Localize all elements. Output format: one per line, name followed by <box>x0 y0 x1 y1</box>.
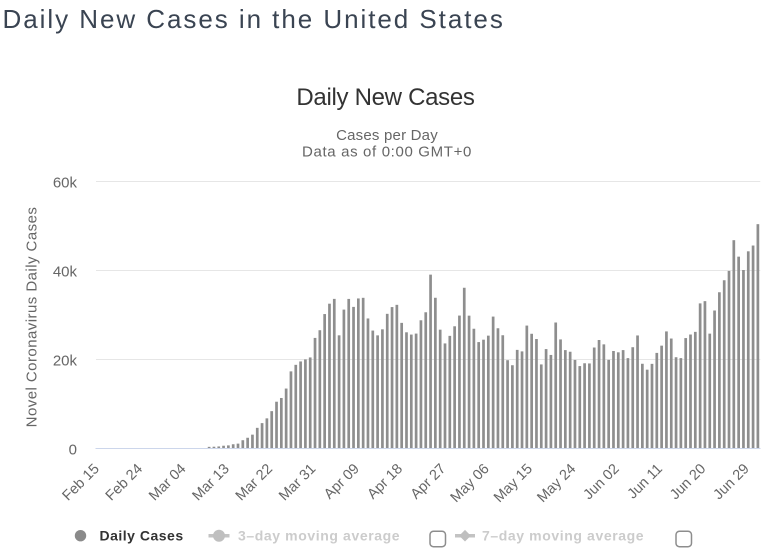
svg-text:20k: 20k <box>53 353 78 370</box>
svg-text:Daily New Cases in the United: Daily New Cases in the United States <box>3 4 505 34</box>
svg-text:3–day moving average: 3–day moving average <box>238 527 400 543</box>
svg-text:0: 0 <box>69 442 77 459</box>
svg-text:Daily Cases: Daily Cases <box>100 527 184 543</box>
svg-text:60k: 60k <box>53 175 78 192</box>
svg-text:7–day moving average: 7–day moving average <box>482 527 644 543</box>
svg-text:40k: 40k <box>53 264 78 281</box>
svg-text:Cases per Day: Cases per Day <box>336 127 438 144</box>
svg-text:Novel Coronavirus Daily Cases: Novel Coronavirus Daily Cases <box>24 207 41 428</box>
svg-text:Data as of 0:00 GMT+0: Data as of 0:00 GMT+0 <box>302 143 472 160</box>
svg-text:Daily New Cases: Daily New Cases <box>296 84 475 111</box>
